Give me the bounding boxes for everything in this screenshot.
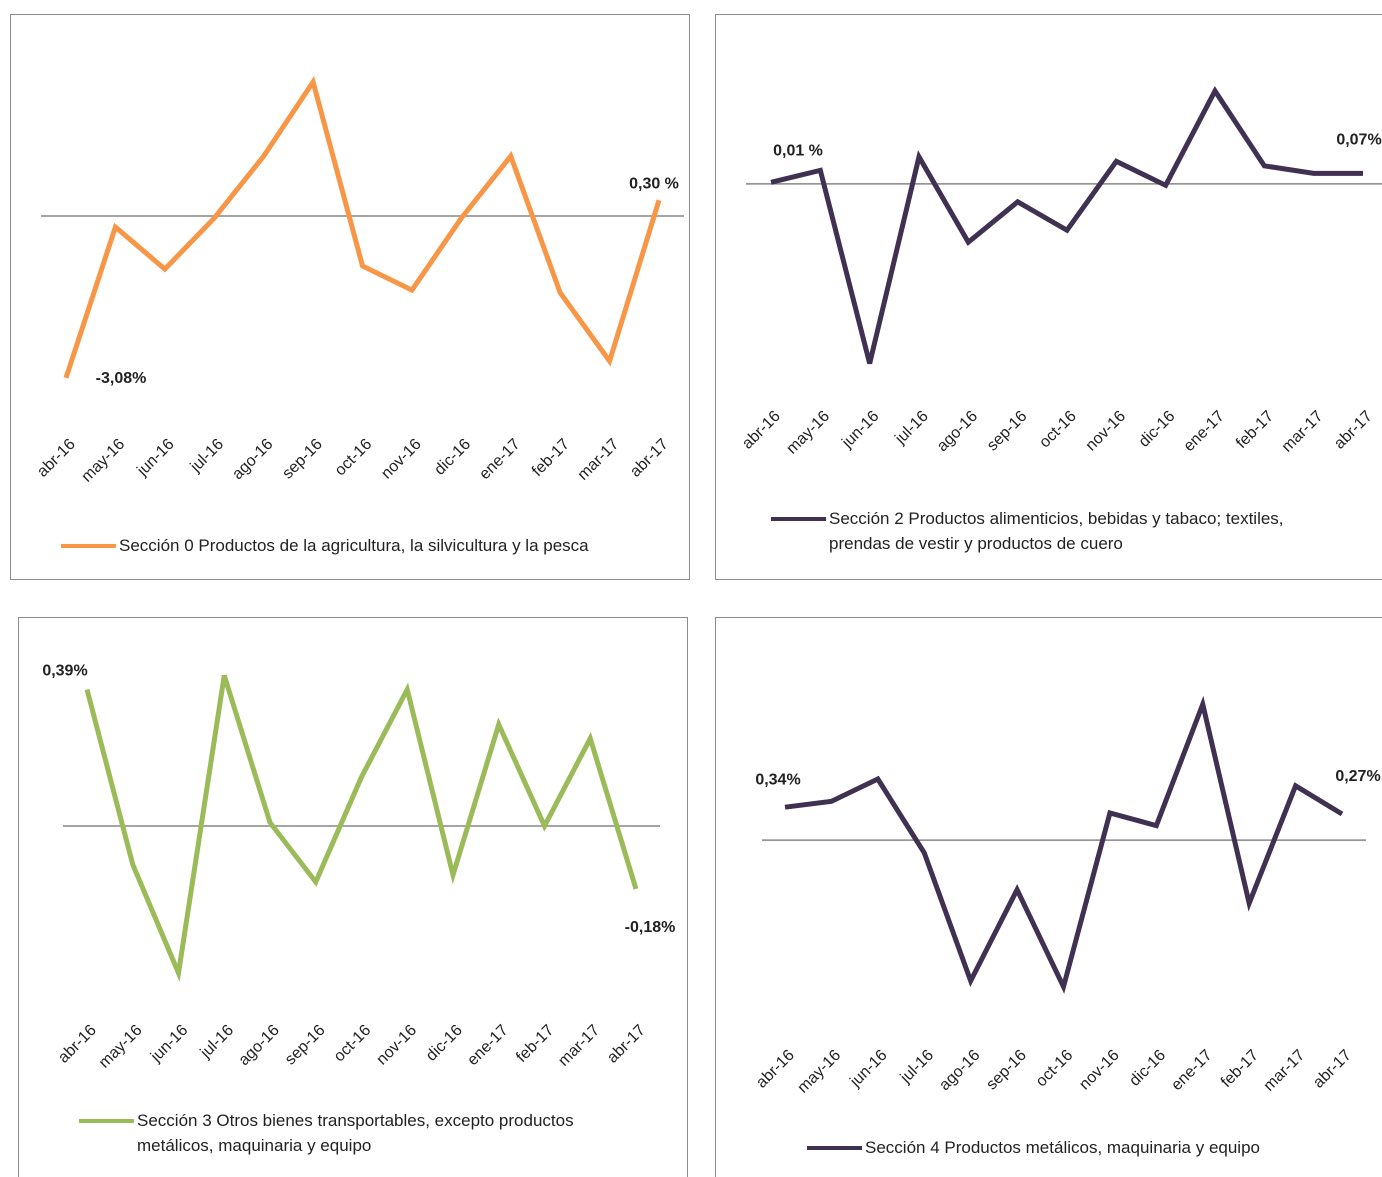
data-label: 0,01 % xyxy=(773,143,823,160)
x-tick-label: mar-17 xyxy=(1279,408,1327,456)
x-tick-label: oct-16 xyxy=(1033,1047,1077,1091)
x-tick-label: may-16 xyxy=(794,1047,844,1097)
x-tick-label: oct-16 xyxy=(331,1022,375,1066)
x-tick-label: mar-17 xyxy=(575,436,623,484)
data-line xyxy=(770,86,1363,365)
legend-label: Sección 2 Productos alimenticios, bebida… xyxy=(829,509,1284,553)
x-tick-label: jun-16 xyxy=(147,1022,191,1066)
x-tick-label: dic-16 xyxy=(423,1022,466,1065)
x-tick-label: abr-17 xyxy=(604,1022,649,1067)
x-tick-label: mar-17 xyxy=(1261,1047,1309,1095)
legend-swatch xyxy=(79,1119,134,1123)
chart-panel: abr-16 may-16 jun-16 jul-16 ago-16 sep-16 oct-… xyxy=(18,617,688,1177)
data-label: -3,08% xyxy=(96,370,147,387)
legend-swatch xyxy=(61,544,116,548)
chart-panel: abr-16 may-16 jun-16 jul-16 ago-16 sep-16 oct-… xyxy=(715,14,1382,580)
x-tick-label: may-16 xyxy=(78,436,128,486)
x-tick-label: oct-16 xyxy=(1036,408,1080,452)
x-tick-label: jul-16 xyxy=(891,408,931,448)
x-tick-label: may-16 xyxy=(783,408,833,458)
data-label: 0,34% xyxy=(755,771,800,788)
legend-label: Sección 4 Productos metálicos, maquinari… xyxy=(865,1138,1260,1157)
legend-swatch xyxy=(807,1146,862,1150)
x-tick-label: ene-17 xyxy=(476,436,523,483)
chart-panel: abr-16 may-16 jun-16 jul-16 ago-16 sep-16 oct-… xyxy=(10,14,690,580)
legend: Sección 3 Otros bienes transportables, e… xyxy=(79,1108,649,1158)
data-label: 0,07% xyxy=(1336,132,1381,149)
x-tick-label: dic-16 xyxy=(1136,408,1179,451)
x-tick-label: nov-16 xyxy=(373,1022,420,1069)
legend-swatch xyxy=(771,517,826,521)
x-tick-label: abr-16 xyxy=(55,1022,100,1067)
x-tick-label: ene-17 xyxy=(1181,408,1228,455)
legend: Sección 2 Productos alimenticios, bebida… xyxy=(771,506,1331,556)
x-tick-label: sep-16 xyxy=(282,1022,329,1069)
x-tick-label: sep-16 xyxy=(984,408,1031,455)
data-label: 0,30 % xyxy=(629,175,679,192)
data-line xyxy=(784,695,1344,994)
data-line xyxy=(84,674,639,983)
x-tick-label: jul-16 xyxy=(197,1022,237,1062)
legend: Sección 0 Productos de la agricultura, l… xyxy=(61,533,681,558)
x-tick-label: feb-17 xyxy=(1233,408,1277,452)
x-tick-label: abr-16 xyxy=(34,436,79,481)
x-tick-label: abr-16 xyxy=(739,408,784,453)
x-tick-label: sep-16 xyxy=(983,1047,1030,1094)
legend-label: Sección 0 Productos de la agricultura, l… xyxy=(119,536,589,555)
data-label: -0,18% xyxy=(625,919,676,936)
x-tick-label: feb-17 xyxy=(1218,1047,1262,1091)
chart-panel: abr-16 may-16 jun-16 jul-16 ago-16 sep-16 oct-… xyxy=(715,617,1382,1177)
x-tick-label: dic-16 xyxy=(1126,1047,1169,1090)
x-tick-label: oct-16 xyxy=(332,436,376,480)
x-tick-label: jun-16 xyxy=(846,1047,890,1091)
x-tick-label: nov-16 xyxy=(1076,1047,1123,1094)
x-tick-label: jun-16 xyxy=(133,436,177,480)
x-tick-label: abr-17 xyxy=(627,436,672,481)
data-label: 0,27% xyxy=(1335,768,1380,785)
x-tick-label: feb-17 xyxy=(529,436,573,480)
x-tick-label: may-16 xyxy=(96,1022,146,1072)
x-tick-label: jun-16 xyxy=(838,408,882,452)
legend-label: Sección 3 Otros bienes transportables, e… xyxy=(137,1111,574,1155)
x-tick-label: ene-17 xyxy=(464,1022,511,1069)
x-tick-label: nov-16 xyxy=(378,436,425,483)
x-tick-label: abr-17 xyxy=(1310,1047,1355,1092)
data-label: 0,39% xyxy=(42,663,87,680)
x-tick-label: jul-16 xyxy=(897,1047,937,1087)
x-tick-label: abr-16 xyxy=(753,1047,798,1092)
x-tick-label: nov-16 xyxy=(1083,408,1130,455)
x-tick-label: sep-16 xyxy=(279,436,326,483)
x-tick-label: feb-17 xyxy=(513,1022,557,1066)
x-tick-label: jul-16 xyxy=(187,436,227,476)
x-tick-label: abr-17 xyxy=(1331,408,1376,453)
x-tick-label: ago-16 xyxy=(236,1022,283,1069)
legend: Sección 4 Productos metálicos, maquinari… xyxy=(807,1135,1367,1160)
x-tick-label: ago-16 xyxy=(229,436,276,483)
x-tick-label: mar-17 xyxy=(555,1022,603,1070)
x-tick-label: ene-17 xyxy=(1168,1047,1215,1094)
x-tick-label: ago-16 xyxy=(934,408,981,455)
x-tick-label: dic-16 xyxy=(431,436,474,479)
x-tick-label: ago-16 xyxy=(936,1047,983,1094)
data-line xyxy=(63,76,662,379)
